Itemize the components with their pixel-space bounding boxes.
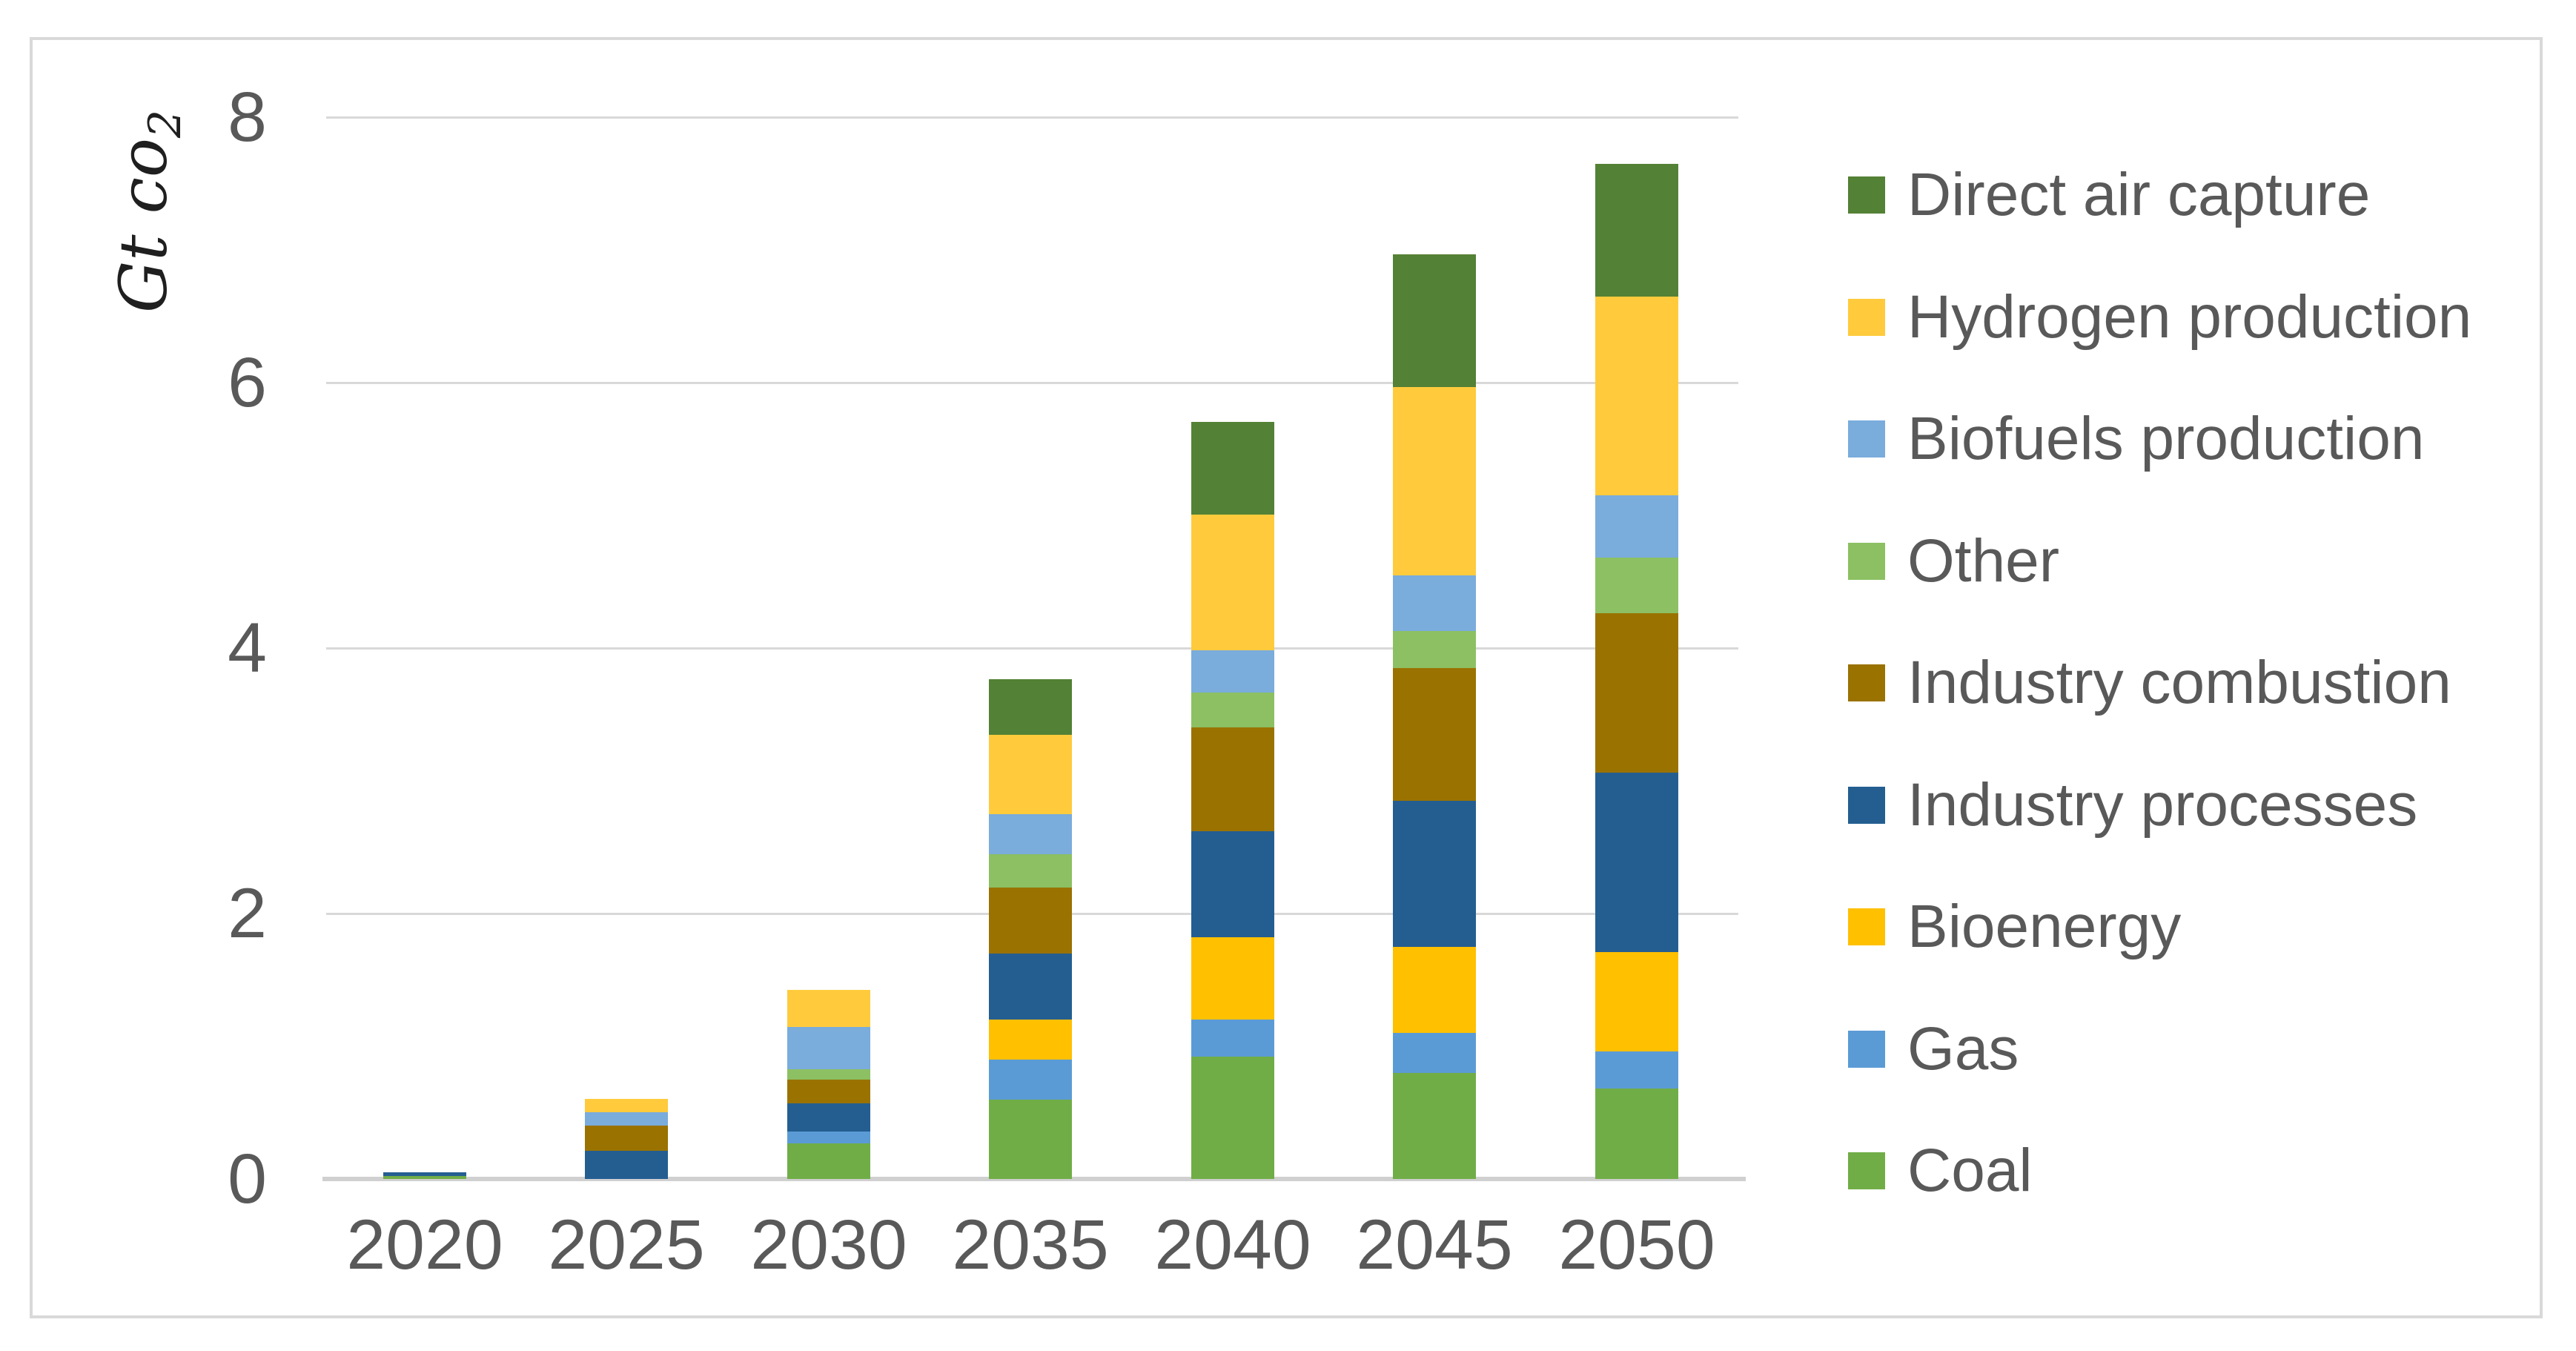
bar-segment-2050-coal xyxy=(1595,1089,1678,1179)
bar-segment-2030-biofuels-production xyxy=(787,1027,870,1069)
legend-swatch-icon xyxy=(1848,176,1885,214)
chart-border xyxy=(30,37,2543,1318)
y-tick-label-2: 2 xyxy=(228,874,267,953)
bar-segment-2040-coal xyxy=(1191,1057,1274,1179)
x-axis-line xyxy=(322,1177,1746,1181)
bar-segment-2030-coal xyxy=(787,1143,870,1179)
bar-segment-2030-gas xyxy=(787,1132,870,1143)
bar-segment-2035-bioenergy xyxy=(989,1020,1072,1060)
x-tick-label-2025: 2025 xyxy=(548,1206,705,1284)
bar-segment-2045-industry-combustion xyxy=(1393,668,1476,801)
bar-segment-2025-industry-combustion xyxy=(585,1126,668,1151)
legend-swatch-icon xyxy=(1848,298,1885,336)
legend-swatch-icon xyxy=(1848,664,1885,701)
bar-segment-2045-coal xyxy=(1393,1073,1476,1179)
y-tick-label-4: 4 xyxy=(228,609,267,687)
bar-segment-2050-bioenergy xyxy=(1595,952,1678,1051)
bar-segment-2045-industry-processes xyxy=(1393,801,1476,947)
x-tick-label-2050: 2050 xyxy=(1558,1206,1715,1284)
bar-segment-2050-industry-combustion xyxy=(1595,613,1678,773)
legend-label: Industry combustion xyxy=(1907,649,2451,716)
x-tick-label-2020: 2020 xyxy=(346,1206,503,1284)
bar-segment-2045-gas xyxy=(1393,1033,1476,1073)
gridline-8 xyxy=(326,116,1738,119)
legend-label: Gas xyxy=(1907,1014,2019,1083)
bar-segment-2045-bioenergy xyxy=(1393,947,1476,1033)
legend-swatch-icon xyxy=(1848,542,1885,580)
bar-segment-2050-direct-air-capture xyxy=(1595,164,1678,297)
bar-segment-2030-hydrogen-production xyxy=(787,990,870,1027)
legend-label: Hydrogen production xyxy=(1907,283,2472,351)
bar-segment-2025-industry-processes xyxy=(585,1151,668,1179)
legend-label: Industry processes xyxy=(1907,770,2418,839)
bar-segment-2030-industry-processes xyxy=(787,1103,870,1132)
bar-segment-2035-industry-processes xyxy=(989,954,1072,1020)
bar-segment-2050-industry-processes xyxy=(1595,773,1678,952)
bar-segment-2020-coal xyxy=(383,1176,466,1179)
gridline-4 xyxy=(326,647,1738,650)
bar-segment-2045-hydrogen-production xyxy=(1393,387,1476,575)
bar-segment-2040-bioenergy xyxy=(1191,937,1274,1020)
bar-segment-2035-other xyxy=(989,854,1072,888)
legend-label: Other xyxy=(1907,526,2060,595)
legend-swatch-icon xyxy=(1848,420,1885,458)
legend-swatch-icon xyxy=(1848,1030,1885,1068)
x-tick-label-2030: 2030 xyxy=(750,1206,907,1284)
legend-swatch-icon xyxy=(1848,908,1885,945)
bar-segment-2045-direct-air-capture xyxy=(1393,254,1476,387)
bar-segment-2050-gas xyxy=(1595,1051,1678,1089)
bar-segment-2035-biofuels-production xyxy=(989,814,1072,854)
legend-label: Coal xyxy=(1907,1137,2033,1204)
bar-segment-2035-hydrogen-production xyxy=(989,735,1072,814)
x-tick-label-2045: 2045 xyxy=(1356,1206,1513,1284)
bar-segment-2040-hydrogen-production xyxy=(1191,515,1274,650)
y-tick-label-0: 0 xyxy=(228,1140,267,1218)
bar-segment-2040-industry-processes xyxy=(1191,831,1274,937)
bar-segment-2040-biofuels-production xyxy=(1191,650,1274,693)
bar-segment-2050-hydrogen-production xyxy=(1595,297,1678,495)
bar-segment-2050-other xyxy=(1595,558,1678,613)
bar-segment-2040-gas xyxy=(1191,1020,1274,1057)
bar-segment-2025-hydrogen-production xyxy=(585,1099,668,1112)
y-axis-title-text: Gt co xyxy=(105,138,182,314)
bar-segment-2030-industry-combustion xyxy=(787,1080,870,1103)
bar-segment-2035-gas xyxy=(989,1060,1072,1100)
x-tick-label-2035: 2035 xyxy=(952,1206,1109,1284)
x-tick-label-2040: 2040 xyxy=(1154,1206,1311,1284)
y-tick-label-6: 6 xyxy=(228,343,267,422)
legend-label: Bioenergy xyxy=(1907,893,2182,960)
y-tick-label-8: 8 xyxy=(228,78,267,156)
bar-segment-2040-direct-air-capture xyxy=(1191,422,1274,515)
bar-segment-2050-biofuels-production xyxy=(1595,495,1678,558)
bar-segment-2040-other xyxy=(1191,693,1274,727)
bar-segment-2045-biofuels-production xyxy=(1393,575,1476,631)
legend-swatch-icon xyxy=(1848,1152,1885,1189)
bar-segment-2040-industry-combustion xyxy=(1191,727,1274,831)
gridline-6 xyxy=(326,382,1738,384)
bar-segment-2035-coal xyxy=(989,1100,1072,1179)
bar-segment-2035-industry-combustion xyxy=(989,888,1072,954)
legend-label: Biofuels production xyxy=(1907,405,2425,472)
bar-segment-2045-other xyxy=(1393,631,1476,668)
bar-segment-2035-direct-air-capture xyxy=(989,679,1072,735)
bar-segment-2020-industry-processes xyxy=(383,1172,466,1176)
legend-swatch-icon xyxy=(1848,786,1885,824)
bar-segment-2030-other xyxy=(787,1069,870,1080)
legend-label: Direct air capture xyxy=(1907,161,2371,228)
bar-segment-2025-biofuels-production xyxy=(585,1112,668,1126)
